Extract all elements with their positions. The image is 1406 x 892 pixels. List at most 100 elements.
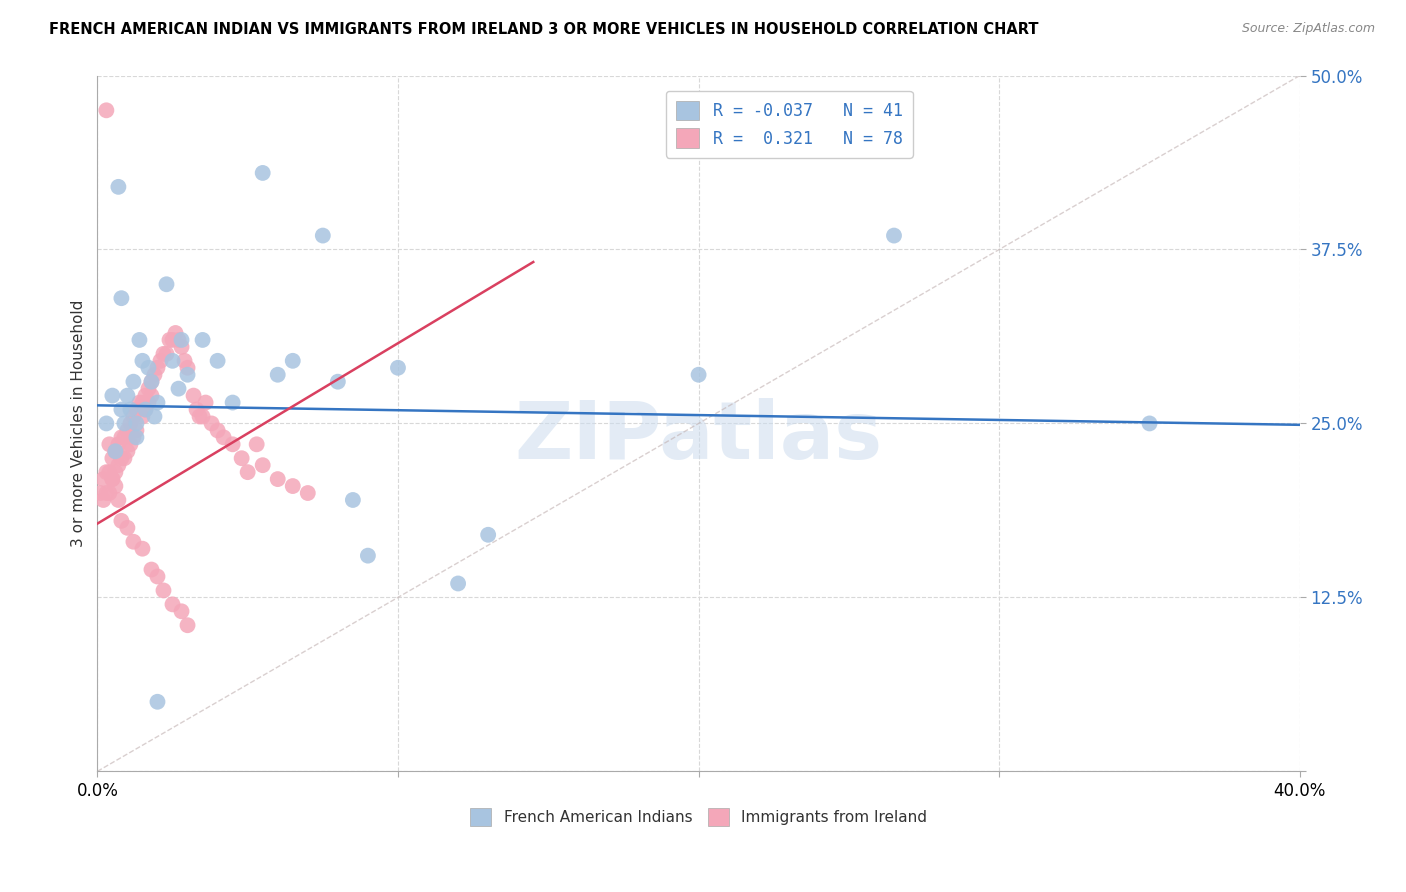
Point — [194, 395, 217, 409]
Point — [167, 333, 190, 347]
Text: FRENCH AMERICAN INDIAN VS IMMIGRANTS FROM IRELAND 3 OR MORE VEHICLES IN HOUSEHOL: FRENCH AMERICAN INDIAN VS IMMIGRANTS FRO… — [49, 22, 1039, 37]
Point — [162, 333, 184, 347]
Point — [96, 417, 118, 431]
Point — [110, 451, 132, 466]
Point — [120, 437, 142, 451]
Point — [167, 382, 190, 396]
Point — [138, 395, 160, 409]
Point — [176, 618, 198, 632]
Point — [122, 534, 145, 549]
Point — [117, 444, 139, 458]
Point — [155, 277, 177, 292]
Point — [128, 333, 150, 347]
Legend: French American Indians, Immigrants from Ireland: French American Indians, Immigrants from… — [463, 800, 935, 833]
Point — [143, 409, 166, 424]
Point — [173, 353, 195, 368]
Point — [281, 353, 304, 368]
Point — [141, 375, 163, 389]
Point — [122, 409, 145, 424]
Point — [93, 493, 115, 508]
Point — [447, 576, 470, 591]
Point — [138, 360, 160, 375]
Point — [357, 549, 380, 563]
Point — [101, 472, 124, 486]
Point — [207, 353, 229, 368]
Point — [128, 395, 150, 409]
Point — [101, 472, 124, 486]
Point — [131, 395, 153, 409]
Point — [110, 430, 132, 444]
Point — [122, 375, 145, 389]
Point — [159, 333, 181, 347]
Point — [186, 402, 208, 417]
Point — [93, 472, 115, 486]
Point — [252, 458, 274, 473]
Point — [96, 486, 118, 500]
Point — [170, 333, 193, 347]
Point — [267, 368, 290, 382]
Point — [207, 424, 229, 438]
Point — [138, 382, 160, 396]
Point — [107, 493, 129, 508]
Point — [141, 389, 163, 403]
Point — [176, 368, 198, 382]
Point — [149, 353, 172, 368]
Point — [122, 430, 145, 444]
Point — [89, 486, 111, 500]
Point — [141, 375, 163, 389]
Point — [98, 465, 121, 479]
Point — [141, 563, 163, 577]
Point — [112, 417, 135, 431]
Point — [200, 417, 222, 431]
Point — [134, 389, 156, 403]
Point — [155, 347, 177, 361]
Point — [252, 166, 274, 180]
Point — [212, 430, 235, 444]
Point — [165, 326, 187, 340]
Point — [191, 333, 214, 347]
Point — [170, 604, 193, 618]
Point — [246, 437, 269, 451]
Point — [1139, 417, 1161, 431]
Point — [131, 409, 153, 424]
Point — [883, 228, 905, 243]
Point — [387, 360, 409, 375]
Point — [188, 409, 211, 424]
Point — [112, 451, 135, 466]
Text: ZIPatlas: ZIPatlas — [515, 399, 883, 476]
Point — [96, 103, 118, 118]
Point — [131, 353, 153, 368]
Point — [131, 541, 153, 556]
Point — [107, 437, 129, 451]
Point — [176, 360, 198, 375]
Point — [688, 368, 710, 382]
Point — [146, 360, 169, 375]
Point — [125, 402, 148, 417]
Point — [152, 583, 174, 598]
Point — [117, 521, 139, 535]
Point — [191, 409, 214, 424]
Point — [104, 479, 127, 493]
Point — [117, 424, 139, 438]
Point — [125, 424, 148, 438]
Point — [104, 444, 127, 458]
Point — [104, 444, 127, 458]
Point — [146, 695, 169, 709]
Point — [101, 389, 124, 403]
Point — [221, 395, 243, 409]
Point — [125, 430, 148, 444]
Point — [125, 417, 148, 431]
Point — [162, 353, 184, 368]
Point — [96, 465, 118, 479]
Point — [112, 430, 135, 444]
Point — [183, 389, 205, 403]
Point — [152, 347, 174, 361]
Point — [98, 437, 121, 451]
Point — [281, 479, 304, 493]
Point — [101, 451, 124, 466]
Point — [120, 417, 142, 431]
Point — [221, 437, 243, 451]
Point — [143, 368, 166, 382]
Point — [267, 472, 290, 486]
Point — [231, 451, 253, 466]
